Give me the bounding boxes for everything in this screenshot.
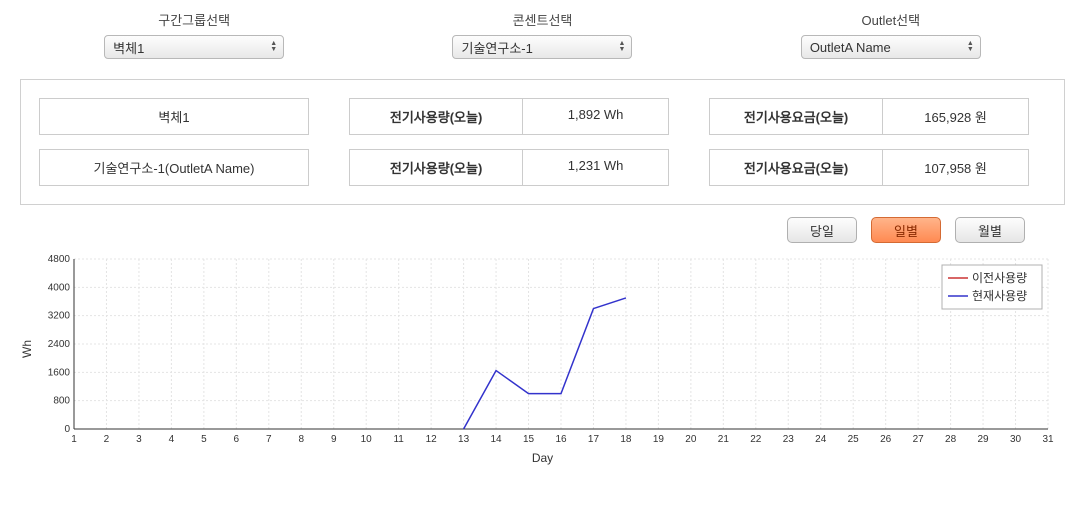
outlet-selector: Outlet선택 OutletA Name ▲▼: [801, 10, 981, 59]
svg-text:2: 2: [104, 434, 110, 445]
svg-text:23: 23: [783, 434, 795, 445]
svg-text:11: 11: [393, 434, 404, 445]
svg-text:5: 5: [201, 434, 207, 445]
svg-text:20: 20: [685, 434, 697, 445]
stat-fee-label-2: 전기사용요금(오늘): [710, 150, 883, 185]
svg-text:21: 21: [718, 434, 730, 445]
svg-text:4800: 4800: [48, 254, 71, 265]
svg-text:현재사용량: 현재사용량: [972, 289, 1027, 303]
svg-text:24: 24: [815, 434, 827, 445]
svg-text:28: 28: [945, 434, 957, 445]
time-range-buttons: 당일 일별 월별: [20, 217, 1065, 243]
stat-row-2: 기술연구소-1(OutletA Name) 전기사용량(오늘) 1,231 Wh…: [39, 149, 1046, 186]
stat-usage-value-1: 1,892 Wh: [523, 99, 668, 134]
concent-select-value: 기술연구소-1: [461, 38, 532, 57]
svg-text:0: 0: [64, 424, 70, 435]
monthly-button[interactable]: 월별: [955, 217, 1025, 243]
svg-text:2400: 2400: [48, 339, 71, 350]
svg-text:4: 4: [169, 434, 175, 445]
svg-text:22: 22: [750, 434, 762, 445]
stat-name-2: 기술연구소-1(OutletA Name): [39, 149, 309, 186]
svg-text:27: 27: [913, 434, 925, 445]
svg-text:800: 800: [53, 396, 70, 407]
svg-text:25: 25: [848, 434, 860, 445]
stat-fee-1: 전기사용요금(오늘) 165,928 원: [709, 98, 1029, 135]
stepper-arrows-icon: ▲▼: [270, 41, 277, 53]
svg-text:30: 30: [1010, 434, 1022, 445]
group-selector-label: 구간그룹선택: [158, 10, 230, 29]
stat-row-1: 벽체1 전기사용량(오늘) 1,892 Wh 전기사용요금(오늘) 165,92…: [39, 98, 1046, 135]
svg-text:26: 26: [880, 434, 892, 445]
group-select[interactable]: 벽체1 ▲▼: [104, 35, 284, 59]
selector-row: 구간그룹선택 벽체1 ▲▼ 콘센트선택 기술연구소-1 ▲▼ Outlet선택 …: [20, 10, 1065, 59]
chart-container: Wh 0800160024003200400048001234567891011…: [20, 249, 1065, 449]
stat-name-1: 벽체1: [39, 98, 309, 135]
svg-text:16: 16: [555, 434, 567, 445]
stat-usage-value-2: 1,231 Wh: [523, 150, 668, 185]
svg-text:1: 1: [71, 434, 77, 445]
group-selector: 구간그룹선택 벽체1 ▲▼: [104, 10, 284, 59]
daily-button[interactable]: 일별: [871, 217, 941, 243]
concent-selector-label: 콘센트선택: [513, 10, 573, 29]
chart-ylabel: Wh: [20, 340, 34, 358]
outlet-selector-label: Outlet선택: [862, 10, 921, 29]
stat-fee-2: 전기사용요금(오늘) 107,958 원: [709, 149, 1029, 186]
svg-text:4000: 4000: [48, 282, 71, 293]
stat-fee-value-2: 107,958 원: [883, 150, 1028, 185]
svg-text:15: 15: [523, 434, 535, 445]
svg-text:7: 7: [266, 434, 272, 445]
today-button[interactable]: 당일: [787, 217, 857, 243]
concent-selector: 콘센트선택 기술연구소-1 ▲▼: [452, 10, 632, 59]
svg-text:6: 6: [234, 434, 240, 445]
usage-chart: 0800160024003200400048001234567891011121…: [38, 249, 1058, 449]
svg-text:19: 19: [653, 434, 665, 445]
svg-text:17: 17: [588, 434, 600, 445]
outlet-select[interactable]: OutletA Name ▲▼: [801, 35, 981, 59]
stats-panel: 벽체1 전기사용량(오늘) 1,892 Wh 전기사용요금(오늘) 165,92…: [20, 79, 1065, 205]
stat-usage-label-1: 전기사용량(오늘): [350, 99, 523, 134]
svg-text:8: 8: [298, 434, 304, 445]
svg-text:이전사용량: 이전사용량: [972, 271, 1027, 285]
stat-usage-1: 전기사용량(오늘) 1,892 Wh: [349, 98, 669, 135]
svg-text:12: 12: [426, 434, 438, 445]
svg-text:1600: 1600: [48, 367, 71, 378]
svg-text:9: 9: [331, 434, 337, 445]
svg-text:13: 13: [458, 434, 470, 445]
outlet-select-value: OutletA Name: [810, 40, 891, 55]
stat-fee-label-1: 전기사용요금(오늘): [710, 99, 883, 134]
chart-xlabel: Day: [20, 451, 1065, 465]
stepper-arrows-icon: ▲▼: [619, 41, 626, 53]
stat-usage-2: 전기사용량(오늘) 1,231 Wh: [349, 149, 669, 186]
svg-text:31: 31: [1042, 434, 1054, 445]
stat-fee-value-1: 165,928 원: [883, 99, 1028, 134]
stat-usage-label-2: 전기사용량(오늘): [350, 150, 523, 185]
svg-text:14: 14: [491, 434, 503, 445]
svg-text:18: 18: [620, 434, 632, 445]
svg-text:10: 10: [361, 434, 373, 445]
group-select-value: 벽체1: [113, 38, 144, 57]
concent-select[interactable]: 기술연구소-1 ▲▼: [452, 35, 632, 59]
svg-text:3: 3: [136, 434, 142, 445]
svg-text:29: 29: [978, 434, 990, 445]
svg-text:3200: 3200: [48, 311, 71, 322]
stepper-arrows-icon: ▲▼: [967, 41, 974, 53]
